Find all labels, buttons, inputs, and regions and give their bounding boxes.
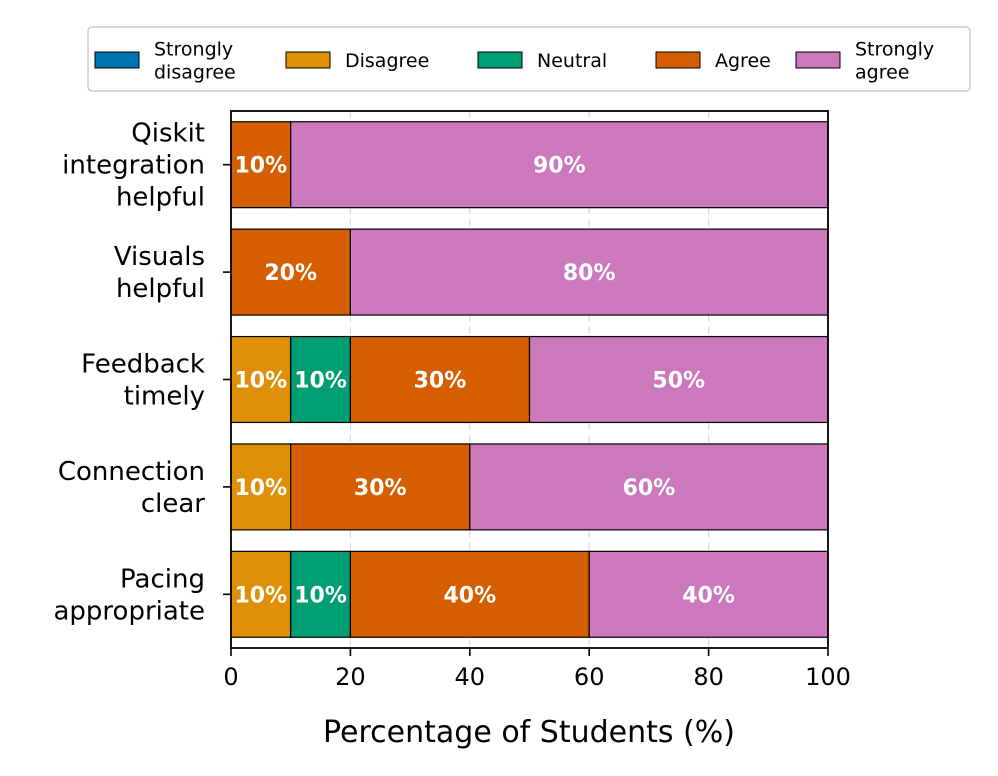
y-tick-label-visuals-helpful: Visuals helpful (114, 242, 205, 304)
bar-pacing-appropriate-neutral (290, 550, 352, 638)
x-tick-label-100: 100 (805, 663, 851, 691)
bar-label-feedback-timely-strongly-agree: 50% (652, 369, 705, 394)
y-tick-label-feedback-timely: Feedback timely (81, 350, 205, 412)
bars (230, 121, 829, 638)
y-tick-label-line: integration (62, 151, 205, 181)
bar-label-visuals-helpful-agree: 20% (264, 261, 317, 286)
bar-feedback-timely-strongly-agree (528, 335, 829, 424)
legend-swatch-strongly-disagree (94, 51, 140, 69)
legend-label-line: disagree (154, 62, 236, 84)
bar-label-qiskit-integration-helpful-agree: 10% (235, 154, 288, 179)
bar-labels: 10% 90%20% 80%10% 10% 30% 50%10% 30% 60%10% 10% 4… (235, 154, 735, 609)
legend-label-line: agree (855, 62, 909, 84)
bar-label-feedback-timely-disagree: 10% (235, 369, 288, 394)
bar-label-feedback-timely-agree: 30% (414, 369, 467, 394)
legend-label-disagree: Disagree (345, 50, 429, 72)
legend-label-line: Strongly (154, 39, 233, 61)
bar-label-pacing-appropriate-disagree: 10% (235, 583, 288, 608)
legend-label-agree: Agree (715, 50, 771, 72)
y-tick-label-line: timely (124, 382, 205, 412)
x-tick-label-60: 60 (574, 663, 605, 691)
legend-swatch-disagree (285, 51, 331, 69)
bar-connection-clear-disagree (230, 443, 292, 531)
legend-label-line: Disagree (345, 50, 429, 72)
bar-connection-clear-strongly-agree (469, 443, 829, 531)
legend-frame (87, 26, 971, 92)
y-tick-label-line: Visuals (114, 242, 205, 272)
legend-label-line: Agree (715, 50, 771, 72)
bar-label-pacing-appropriate-neutral: 10% (294, 583, 347, 608)
x-tick-label-80: 80 (693, 663, 724, 691)
bar-pacing-appropriate-disagree (230, 550, 292, 638)
legend-swatch-neutral (477, 51, 523, 69)
y-tick-label-pacing-appropriate: Pacing appropriate (53, 564, 205, 626)
x-axis: 0 20 40 60 80 100 (223, 648, 851, 691)
y-tick-label-line: clear (141, 489, 205, 519)
bar-label-connection-clear-agree: 30% (354, 476, 407, 501)
y-tick-label-line: helpful (116, 274, 205, 304)
y-tick-label-qiskit-integration-helpful: Qiskit integration helpful (62, 119, 205, 213)
y-tick-label-line: Pacing (120, 564, 205, 594)
bar-feedback-timely-disagree (230, 335, 292, 424)
bar-label-pacing-appropriate-strongly-agree: 40% (682, 583, 735, 608)
x-tick-label-40: 40 (455, 663, 486, 691)
y-tick-label-line: appropriate (53, 596, 205, 626)
legend-label-strongly-agree: Strongly agree (855, 39, 934, 84)
bar-label-connection-clear-disagree: 10% (235, 476, 288, 501)
x-axis-label: Percentage of Students (%) (323, 715, 735, 750)
bar-label-connection-clear-strongly-agree: 60% (623, 476, 676, 501)
bar-feedback-timely-agree (349, 335, 531, 424)
legend-swatch-strongly-agree (795, 51, 841, 69)
bar-visuals-helpful-agree (230, 228, 352, 316)
legend-label-strongly-disagree: Strongly disagree (154, 39, 236, 84)
bar-label-qiskit-integration-helpful-strongly-agree: 90% (533, 154, 586, 179)
y-tick-label-line: helpful (116, 183, 205, 213)
bar-visuals-helpful-strongly-agree (349, 228, 829, 316)
bar-feedback-timely-neutral (290, 335, 352, 424)
bar-connection-clear-agree (290, 443, 471, 531)
y-tick-label-line: Feedback (81, 350, 205, 380)
legend-swatch-agree (655, 51, 701, 69)
y-tick-label-line: Connection (58, 457, 205, 487)
x-tick-label-20: 20 (335, 663, 366, 691)
bar-label-feedback-timely-neutral: 10% (294, 369, 347, 394)
bar-qiskit-integration-helpful-strongly-agree (290, 121, 829, 209)
bar-label-pacing-appropriate-agree: 40% (443, 583, 496, 608)
legend-label-line: Neutral (537, 50, 607, 72)
bar-label-visuals-helpful-strongly-agree: 80% (563, 261, 616, 286)
x-tick-label-0: 0 (223, 663, 238, 691)
y-tick-label-connection-clear: Connection clear (58, 457, 205, 519)
legend-label-neutral: Neutral (537, 50, 607, 72)
legend-label-line: Strongly (855, 39, 934, 61)
y-tick-label-line: Qiskit (131, 119, 205, 149)
